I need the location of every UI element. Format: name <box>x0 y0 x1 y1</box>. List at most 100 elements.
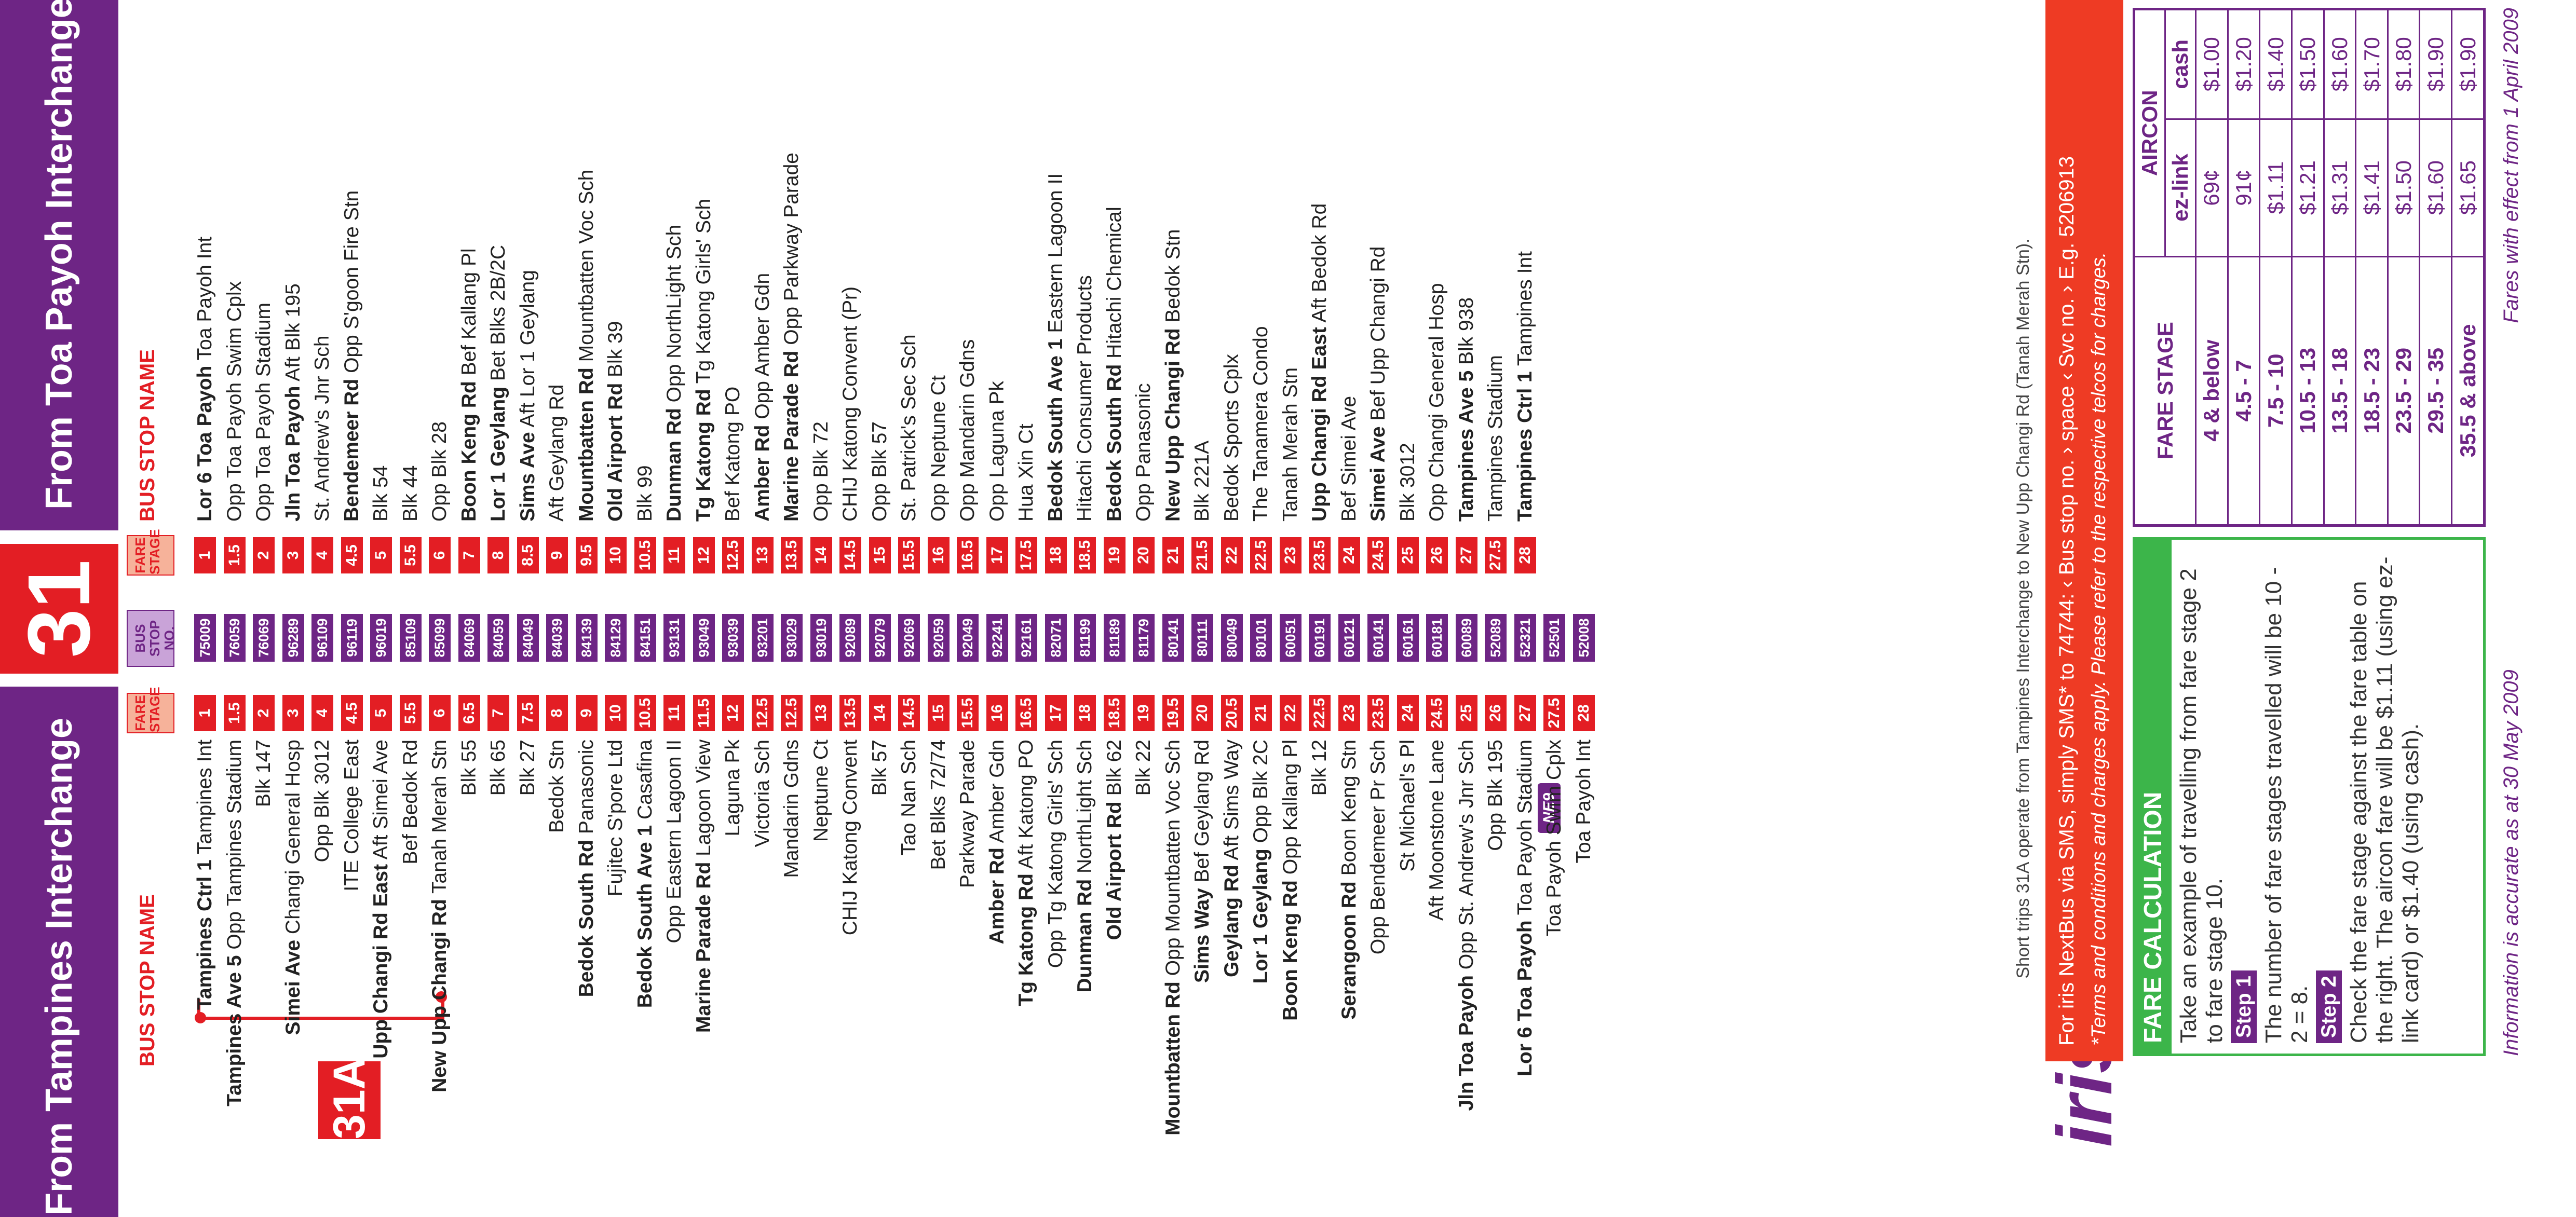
right-stop-name: Opp Blk 28 <box>428 421 452 522</box>
right-stop-row: 23 Tanah Merah Stn <box>1279 3 1303 573</box>
right-stop-row: 16.5 Opp Mandarin Gdns <box>956 3 980 573</box>
bus-stop-number: 84139 <box>575 614 598 662</box>
bus-stop-number: 96289 <box>282 614 304 662</box>
right-stop-name: Mountbatten Rd Mountbatten Voc Sch <box>575 170 599 522</box>
left-stop-row: Toa Payoh Int 28 52008 <box>1572 605 1596 1217</box>
left-direction-title: From Tampines Interchange <box>0 687 118 1217</box>
fare-table-row: 4.5 - 7 91¢ $1.20 <box>2228 9 2260 526</box>
left-fare-stage: 12.5 <box>781 695 803 731</box>
right-stop-label: Bef Kallang Pl <box>457 248 480 376</box>
right-stop-row: 24 Bef Simei Ave <box>1337 3 1361 573</box>
left-road-name: Boon Keng Rd <box>1279 880 1301 1021</box>
left-road-name: Tampines Ave 5 <box>223 955 246 1106</box>
right-stop-label: St. Patrick's Sec Sch <box>898 334 920 522</box>
right-stop-row: 18 Bedok South Ave 1 Eastern Lagoon II <box>1044 3 1068 573</box>
left-stop-name: Parkway Parade <box>956 740 980 888</box>
left-stop-label: Opp Tampines Stadium <box>223 740 246 950</box>
left-stop-name: Blk 57 <box>868 740 892 796</box>
right-fare-stage: 9 <box>546 537 568 573</box>
right-stop-name: Bendemeer Rd Opp S'goon Fire Stn <box>340 190 364 522</box>
right-stop-row: 1.5 Opp Toa Payoh Swim Cplx <box>223 3 247 573</box>
bus-stop-number: 52501 <box>1543 614 1565 662</box>
left-stop-name: Sims Way Bef Geylang Rd <box>1190 740 1214 983</box>
right-fare-stage: 11 <box>663 537 685 573</box>
left-stop-label: Toa Payoh Stadium <box>1513 740 1536 915</box>
right-stop-name: Lor 6 Toa Payoh Toa Payoh Int <box>193 237 217 522</box>
left-fare-stage: 2 <box>253 695 275 731</box>
right-fare-stage: 10.5 <box>634 537 656 573</box>
bus-stop-number: 80049 <box>1221 614 1243 662</box>
right-stop-name: Blk 3012 <box>1396 443 1420 522</box>
fare-table-row: 29.5 - 35 $1.60 $1.90 <box>2419 9 2452 526</box>
left-stop-row: Boon Keng Rd Opp Kallang Pl 22 60051 <box>1279 605 1303 1217</box>
bus-stop-number: 92241 <box>986 614 1008 662</box>
right-stop-row: 9.5 Mountbatten Rd Mountbatten Voc Sch <box>575 3 599 573</box>
right-stop-row: 19 Bedok South Rd Hitachi Chemical <box>1103 3 1127 573</box>
right-fare-stage: 8 <box>487 537 509 573</box>
left-stop-label: Neptune Ct <box>809 740 832 842</box>
left-stop-row: Bedok Stn 8 84039 <box>545 605 569 1217</box>
right-stop-row: 22 Bedok Sports Cplx <box>1220 3 1244 573</box>
right-fare-stage-header: FARE STAGE <box>127 529 174 576</box>
left-fare-stage: 28 <box>1572 695 1595 731</box>
right-stop-name: Opp Laguna Pk <box>985 381 1009 522</box>
bus-stop-number: 81189 <box>1103 614 1126 662</box>
left-stop-row: Bef Bedok Rd 5.5 85109 <box>399 605 423 1217</box>
left-fare-stage: 6 <box>429 695 451 731</box>
bus-stop-number: 92079 <box>869 614 891 662</box>
right-stop-name-header: BUS STOP NAME <box>136 349 159 522</box>
right-stop-row: 13.5 Marine Parade Rd Opp Parkway Parade <box>780 3 804 573</box>
left-road-name: Marine Parade Rd <box>692 862 715 1033</box>
right-fare-stage: 13 <box>751 537 774 573</box>
left-fare-stage: 15 <box>927 695 950 731</box>
right-stop-row: 26 Opp Changi General Hosp <box>1425 3 1449 573</box>
ezlink-fare: $1.65 <box>2451 119 2485 257</box>
bus-stop-number: 85099 <box>429 614 451 662</box>
left-stop-row: Blk 55 6.5 84069 <box>457 605 481 1217</box>
left-stop-row: Amber Rd Amber Gdn 16 92241 <box>985 605 1009 1217</box>
left-stop-label: Blk 22 <box>1132 740 1155 796</box>
left-stop-name: Amber Rd Amber Gdn <box>985 740 1009 944</box>
right-stop-row: 24.5 Simei Ave Bef Upp Changi Rd <box>1366 3 1390 573</box>
bus-stop-number: 80101 <box>1250 614 1272 662</box>
cash-fare: $1.00 <box>2195 9 2228 119</box>
right-stop-label: Eastern Lagoon II <box>1044 173 1067 333</box>
bus-stop-number: 93201 <box>751 614 774 662</box>
right-fare-stage: 20 <box>1133 537 1155 573</box>
right-stop-label: Opp Laguna Pk <box>985 380 1008 522</box>
right-stop-label: Blk 938 <box>1455 297 1477 365</box>
cash-fare: $1.50 <box>2292 9 2324 119</box>
right-stop-name: Tg Katong Rd Tg Katong Girls' Sch <box>692 199 716 522</box>
left-stop-row: Mountbatten Rd Opp Mountbatten Voc Sch 19… <box>1161 605 1185 1217</box>
right-stop-label: Tanah Merah Stn <box>1279 367 1301 522</box>
right-fare-stage: 18.5 <box>1074 537 1096 573</box>
right-stop-label: Bef Simei Ave <box>1337 395 1360 522</box>
right-stop-row: 23.5 Upp Changi Rd East Aft Bedok Rd <box>1308 3 1332 573</box>
left-fare-stage: 5 <box>370 695 392 731</box>
right-stop-label: Opp Changi General Hosp <box>1426 283 1448 522</box>
left-stop-label: Opp Mountbatten Voc Sch <box>1161 740 1184 976</box>
left-stop-label: Blk 57 <box>868 740 891 796</box>
left-stop-label: Casafina <box>633 740 656 819</box>
left-fare-stage: 13.5 <box>839 695 861 731</box>
bus-stop-number: 82071 <box>1045 614 1067 662</box>
bus-stop-number: 75009 <box>194 614 216 662</box>
bus-stop-number: 60141 <box>1367 614 1389 662</box>
left-stop-label: NorthLight Sch <box>1074 740 1096 873</box>
left-stop-name: Blk 22 <box>1132 740 1156 796</box>
right-fare-stage: 27.5 <box>1485 537 1507 573</box>
left-fare-stage: 16 <box>986 695 1008 731</box>
left-fare-stage: 22.5 <box>1309 695 1331 731</box>
left-road-name: Bedok South Rd <box>575 839 598 997</box>
left-stop-name: Blk 12 <box>1308 740 1332 796</box>
left-fare-stage: 7.5 <box>517 695 539 731</box>
right-stop-row: 16 Opp Neptune Ct <box>927 3 951 573</box>
right-stop-row: 7 Boon Keng Rd Bef Kallang Pl <box>457 3 481 573</box>
step-2-text: Check the fare stage against the fare ta… <box>2346 556 2423 1043</box>
ezlink-fare: $1.41 <box>2355 119 2388 257</box>
right-fare-stage: 10 <box>605 537 627 573</box>
left-stop-name: Simei Ave Changi General Hosp <box>281 740 305 1035</box>
left-stop-name: Opp Tg Katong Girls' Sch <box>1044 740 1068 968</box>
right-stop-row: 4.5 Bendemeer Rd Opp S'goon Fire Stn <box>340 3 364 573</box>
right-stop-name: Hua Xin Ct <box>1014 423 1038 522</box>
